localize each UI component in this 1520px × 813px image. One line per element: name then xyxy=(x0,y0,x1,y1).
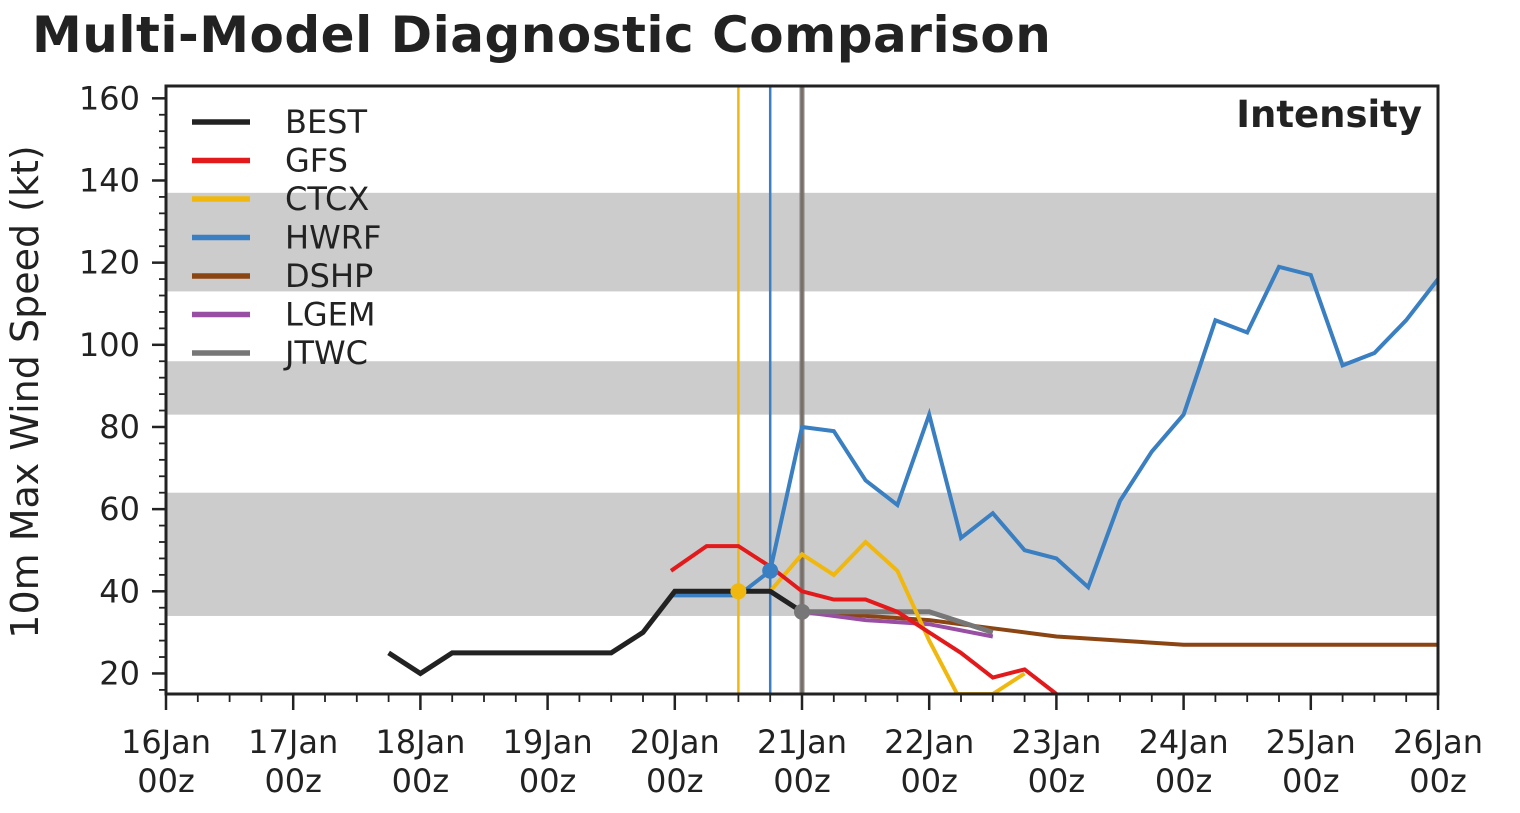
series-line-gfs xyxy=(669,544,1058,694)
y-tick-label: 80 xyxy=(99,408,140,446)
marker-jtwc xyxy=(794,603,810,620)
x-tick-label: 22Jan xyxy=(884,723,974,761)
series-lines xyxy=(387,264,1438,694)
panel-label: Intensity xyxy=(1236,93,1422,136)
x-tick-label: 00z xyxy=(392,762,450,800)
x-tick-label: 17Jan xyxy=(248,723,338,761)
y-tick-label: 100 xyxy=(79,326,140,364)
y-axis-label: 10m Max Wind Speed (kt) xyxy=(3,145,47,638)
x-tick-label: 00z xyxy=(1409,762,1467,800)
legend-label-ctcx: CTCX xyxy=(285,180,369,218)
legend-label-lgem: LGEM xyxy=(285,296,375,334)
x-tick-label: 00z xyxy=(773,762,831,800)
x-tick-label: 00z xyxy=(646,762,704,800)
series-line-lgem xyxy=(801,609,994,639)
series-line-ctcx xyxy=(738,539,1026,694)
legend-label-gfs: GFS xyxy=(285,142,348,180)
chart-title: Multi-Model Diagnostic Comparison xyxy=(32,6,1052,64)
x-tick-label: 26Jan xyxy=(1393,723,1483,761)
x-tick-label: 23Jan xyxy=(1011,723,1101,761)
x-tick-label: 18Jan xyxy=(375,723,465,761)
x-tick-label: 00z xyxy=(1028,762,1086,800)
y-tick-label: 120 xyxy=(79,244,140,282)
marker-ctcx xyxy=(730,583,747,600)
y-tick-label: 20 xyxy=(99,654,140,692)
legend-label-jtwc: JTWC xyxy=(283,334,368,372)
x-tick-label: 00z xyxy=(519,762,577,800)
x-axis: 16Jan00z17Jan00z18Jan00z19Jan00z20Jan00z… xyxy=(121,694,1483,800)
series-line-hwrf xyxy=(671,264,1438,598)
x-tick-label: 19Jan xyxy=(503,723,593,761)
x-tick-label: 00z xyxy=(900,762,958,800)
y-tick-label: 160 xyxy=(79,79,140,117)
x-tick-label: 20Jan xyxy=(630,723,720,761)
x-tick-label: 21Jan xyxy=(757,723,847,761)
x-tick-label: 00z xyxy=(264,762,322,800)
y-tick-label: 140 xyxy=(79,161,140,199)
legend-label-hwrf: HWRF xyxy=(285,219,381,257)
x-tick-label: 24Jan xyxy=(1139,723,1229,761)
y-tick-label: 40 xyxy=(99,572,140,610)
x-tick-label: 00z xyxy=(137,762,195,800)
y-tick-label: 60 xyxy=(99,490,140,528)
series-markers xyxy=(730,562,810,620)
marker-hwrf xyxy=(762,562,779,579)
x-tick-label: 00z xyxy=(1155,762,1213,800)
x-tick-label: 25Jan xyxy=(1266,723,1356,761)
legend-label-best: BEST xyxy=(285,103,367,141)
legend-label-dshp: DSHP xyxy=(285,257,373,295)
x-tick-label: 16Jan xyxy=(121,723,211,761)
x-tick-label: 00z xyxy=(1282,762,1340,800)
series-line-dshp xyxy=(801,609,1438,647)
y-axis: 20 40 60 80 100 120 140 160 xyxy=(79,79,166,692)
